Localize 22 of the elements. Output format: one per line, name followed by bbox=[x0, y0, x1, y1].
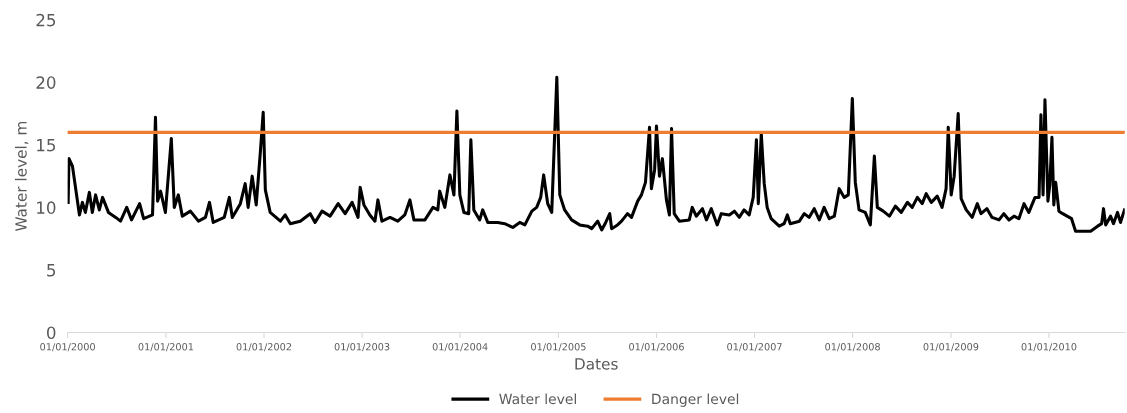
x-tick-label: 01/01/2000 bbox=[40, 343, 95, 352]
legend-label: Danger level bbox=[652, 393, 739, 407]
x-tick-label: 01/01/2009 bbox=[923, 343, 979, 352]
y-tick-label: 15 bbox=[37, 139, 56, 152]
y-axis-title: Water level, m bbox=[14, 121, 29, 232]
y-tick-label: 10 bbox=[37, 201, 56, 214]
y-tick-label: 0 bbox=[47, 326, 56, 340]
line-series bbox=[67, 75, 1125, 233]
x-tick-label: 01/01/2008 bbox=[825, 343, 880, 352]
x-tick-label: 01/01/2001 bbox=[138, 343, 194, 352]
y-tick-label: 20 bbox=[36, 76, 56, 89]
legend-label: Water level bbox=[499, 393, 576, 405]
y-tick-label: 25 bbox=[36, 13, 56, 27]
x-tick-label: 01/01/2007 bbox=[727, 343, 782, 352]
x-tick-label: 01/01/2005 bbox=[531, 343, 586, 352]
x-tick-label: 01/01/2002 bbox=[236, 343, 292, 352]
x-tick-label: 01/01/2010 bbox=[1021, 343, 1077, 352]
x-tick-label: 01/01/2004 bbox=[432, 343, 488, 352]
y-tick-label: 5 bbox=[47, 264, 56, 277]
x-axis-title: Dates bbox=[575, 358, 618, 370]
x-tick-label: 01/01/2003 bbox=[334, 343, 390, 352]
x-tick-label: 01/01/2006 bbox=[629, 343, 684, 352]
